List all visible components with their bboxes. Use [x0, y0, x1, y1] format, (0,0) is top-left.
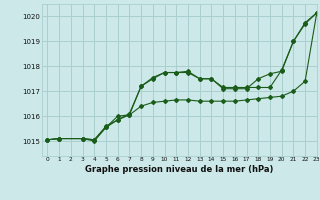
X-axis label: Graphe pression niveau de la mer (hPa): Graphe pression niveau de la mer (hPa)	[85, 165, 273, 174]
